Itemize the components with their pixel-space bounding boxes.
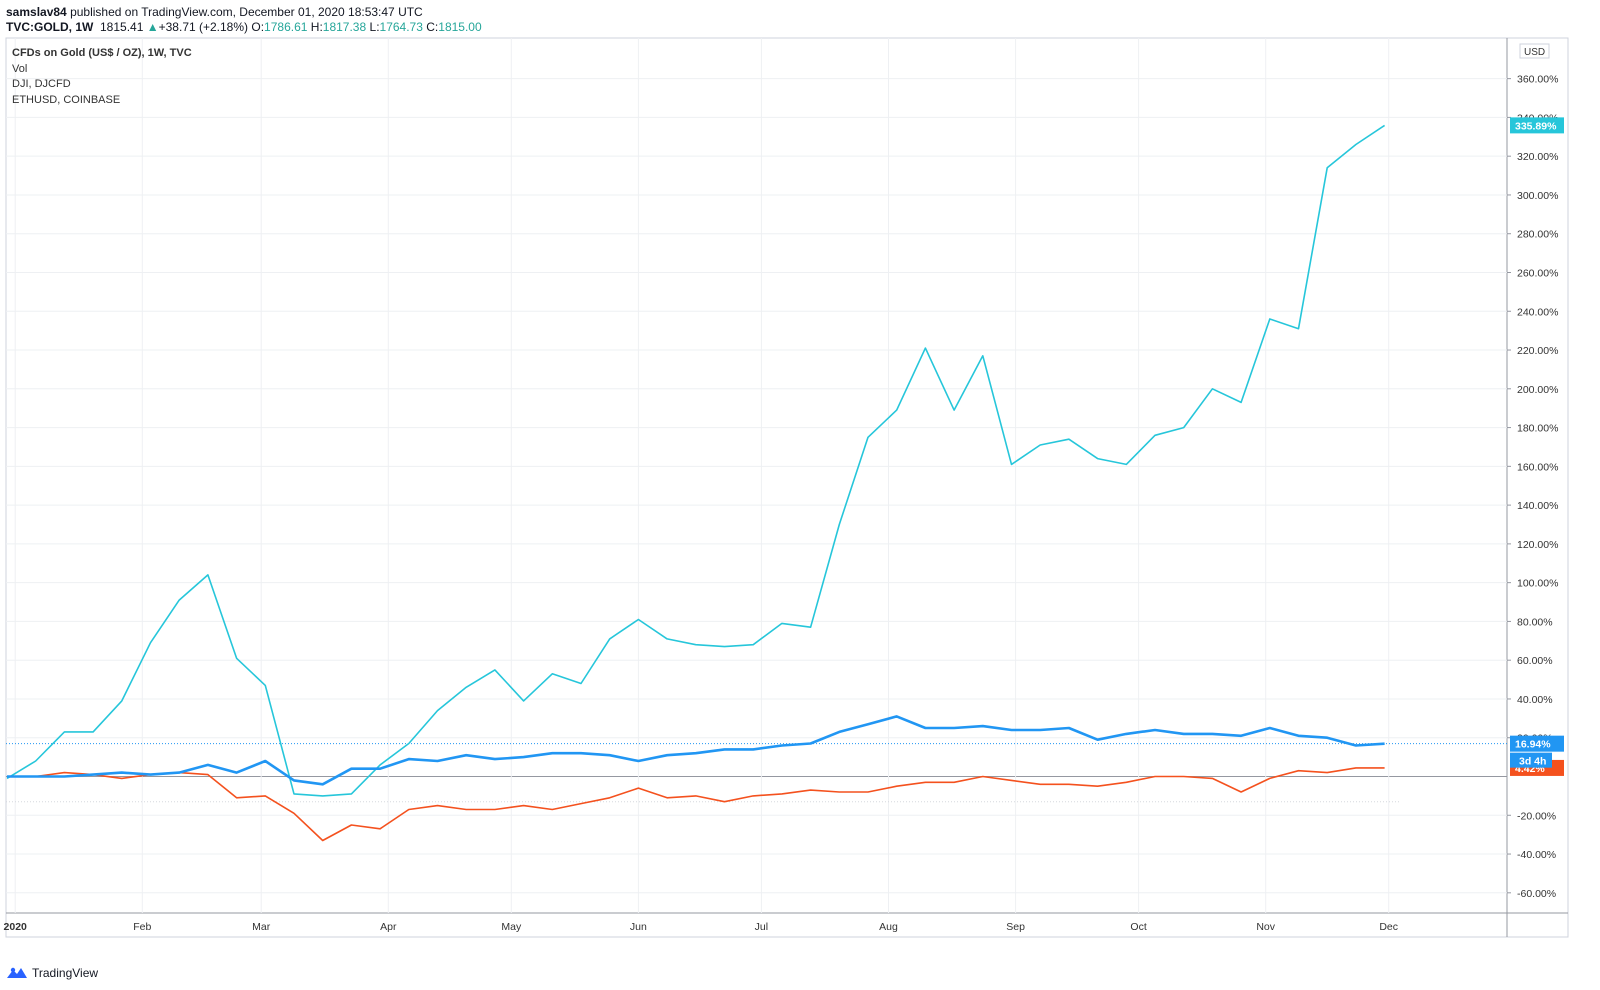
y-tick-label: -40.00% bbox=[1517, 849, 1556, 861]
low-value: 1764.73 bbox=[379, 20, 423, 34]
y-tick-label: 160.00% bbox=[1517, 461, 1558, 473]
legend-item-dji[interactable]: DJI, DJCFD bbox=[12, 78, 71, 90]
y-tick-label: 120.00% bbox=[1517, 539, 1558, 551]
y-tick-label: 200.00% bbox=[1517, 384, 1558, 396]
close-value: 1815.00 bbox=[438, 20, 482, 34]
series-line-1 bbox=[7, 715, 1385, 786]
last-value-badge bbox=[1510, 735, 1564, 752]
x-tick-label: Apr bbox=[380, 921, 397, 933]
chart-frame bbox=[5, 37, 1569, 938]
x-tick-label: May bbox=[501, 921, 522, 933]
legend-item-ethusd[interactable]: ETHUSD, COINBASE bbox=[12, 93, 121, 106]
legend-item-vol[interactable]: Vol bbox=[12, 62, 28, 75]
x-tick-label: Aug bbox=[879, 921, 898, 933]
publisher-text: published on TradingView.com, December 0… bbox=[66, 5, 423, 19]
y-tick-label: 100.00% bbox=[1517, 578, 1558, 590]
last-value-label: 335.89% bbox=[1515, 120, 1557, 132]
last-value-badge bbox=[1510, 117, 1564, 134]
x-tick-label: Oct bbox=[1130, 921, 1146, 933]
x-tick-label: Feb bbox=[133, 921, 151, 933]
y-tick-label: 240.00% bbox=[1517, 306, 1558, 318]
x-tick-label: Jun bbox=[630, 921, 647, 933]
y-tick-label: -60.00% bbox=[1517, 888, 1556, 900]
x-tick-label: 2020 bbox=[4, 921, 28, 933]
series-line-0 bbox=[6, 124, 1386, 797]
tradingview-brand[interactable]: TradingView bbox=[6, 966, 98, 980]
y-tick-label: -20.00% bbox=[1517, 810, 1556, 822]
series-line-2 bbox=[7, 767, 1385, 842]
y-tick-label: 220.00% bbox=[1517, 345, 1558, 357]
currency-label: USD bbox=[1524, 47, 1545, 58]
y-tick-label: 180.00% bbox=[1517, 423, 1558, 435]
tradingview-logo-icon bbox=[7, 967, 27, 978]
close-label: C: bbox=[426, 20, 439, 34]
y-tick-label: 300.00% bbox=[1517, 190, 1558, 202]
x-tick-label: Sep bbox=[1006, 921, 1025, 933]
y-tick-label: 80.00% bbox=[1517, 616, 1553, 628]
publisher-line: samslav84 published on TradingView.com, … bbox=[6, 5, 423, 19]
symbol-label: TVC:GOLD, 1W bbox=[6, 20, 94, 34]
countdown-label: 3d 4h bbox=[1519, 756, 1546, 768]
tradingview-brand-label: TradingView bbox=[32, 966, 99, 980]
x-tick-label: Dec bbox=[1379, 921, 1398, 933]
high-value: 1817.38 bbox=[322, 20, 367, 34]
y-tick-label: 360.00% bbox=[1517, 74, 1558, 86]
price-change: +38.71 (+2.18%) bbox=[158, 20, 249, 34]
open-label: O: bbox=[251, 20, 265, 34]
legend-item-gold[interactable]: CFDs on Gold (US$ / OZ), 1W, TVC bbox=[12, 47, 192, 59]
up-arrow-icon: ▲ bbox=[146, 20, 159, 34]
low-label: L: bbox=[369, 20, 380, 34]
last-price: 1815.41 bbox=[100, 20, 144, 34]
high-label: H: bbox=[310, 20, 323, 34]
y-tick-label: 140.00% bbox=[1517, 500, 1558, 512]
y-tick-label: 40.00% bbox=[1517, 694, 1553, 706]
x-tick-label: Mar bbox=[252, 921, 271, 933]
ohlc-line: TVC:GOLD, 1W 1815.41 ▲+38.71 (+2.18%) O:… bbox=[6, 20, 482, 34]
currency-box bbox=[1519, 43, 1550, 59]
x-tick-label: Jul bbox=[755, 921, 768, 933]
publisher-user[interactable]: samslav84 bbox=[6, 5, 67, 19]
last-value-label: 16.94% bbox=[1515, 739, 1551, 751]
y-tick-label: 60.00% bbox=[1517, 655, 1553, 667]
series-legend: CFDs on Gold (US$ / OZ), 1W, TVC Vol DJI… bbox=[12, 46, 192, 108]
y-tick-label: 260.00% bbox=[1517, 267, 1558, 279]
x-tick-label: Nov bbox=[1256, 921, 1275, 933]
countdown-badge bbox=[1510, 752, 1552, 768]
y-tick-label: 280.00% bbox=[1517, 229, 1558, 241]
open-value: 1786.61 bbox=[264, 20, 308, 34]
y-tick-label: 320.00% bbox=[1517, 151, 1558, 163]
